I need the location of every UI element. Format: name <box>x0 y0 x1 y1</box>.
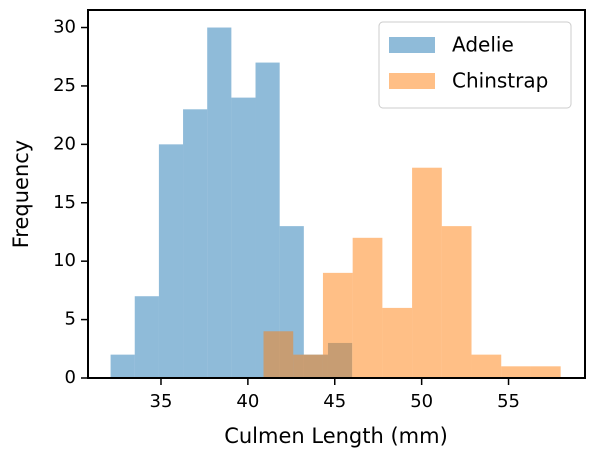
y-axis-label: Frequency <box>9 140 33 249</box>
bar <box>352 237 383 378</box>
bar <box>293 354 323 378</box>
legend-label: Adelie <box>452 33 514 57</box>
bar <box>382 307 413 378</box>
y-tick-label: 30 <box>53 17 76 38</box>
bar <box>471 354 502 378</box>
x-axis-label: Culmen Length (mm) <box>224 424 448 448</box>
x-tick-label: 45 <box>323 391 346 412</box>
legend-swatch <box>389 37 435 53</box>
x-tick-label: 40 <box>236 391 259 412</box>
plot-frame <box>87 9 586 379</box>
bar <box>158 144 184 378</box>
y-tick-label: 0 <box>65 367 76 388</box>
bar <box>134 296 159 378</box>
y-tick-label: 10 <box>53 250 76 271</box>
bar <box>501 366 531 378</box>
x-tick-label: 55 <box>497 391 520 412</box>
y-tick-label: 20 <box>53 133 76 154</box>
bar <box>183 109 208 379</box>
bar <box>255 62 280 378</box>
y-tick-label: 15 <box>53 192 76 213</box>
bar <box>110 354 135 378</box>
bar <box>207 27 232 379</box>
bar <box>263 331 294 378</box>
legend-swatch <box>389 73 435 89</box>
bar <box>441 226 472 378</box>
y-tick-label: 5 <box>65 309 76 330</box>
bar <box>530 366 561 378</box>
x-tick-label: 35 <box>150 391 173 412</box>
bar <box>322 272 353 378</box>
x-tick-label: 50 <box>410 391 433 412</box>
legend-label: Chinstrap <box>452 69 548 93</box>
bar <box>412 167 442 378</box>
y-tick-label: 25 <box>53 75 76 96</box>
bar <box>231 97 256 378</box>
